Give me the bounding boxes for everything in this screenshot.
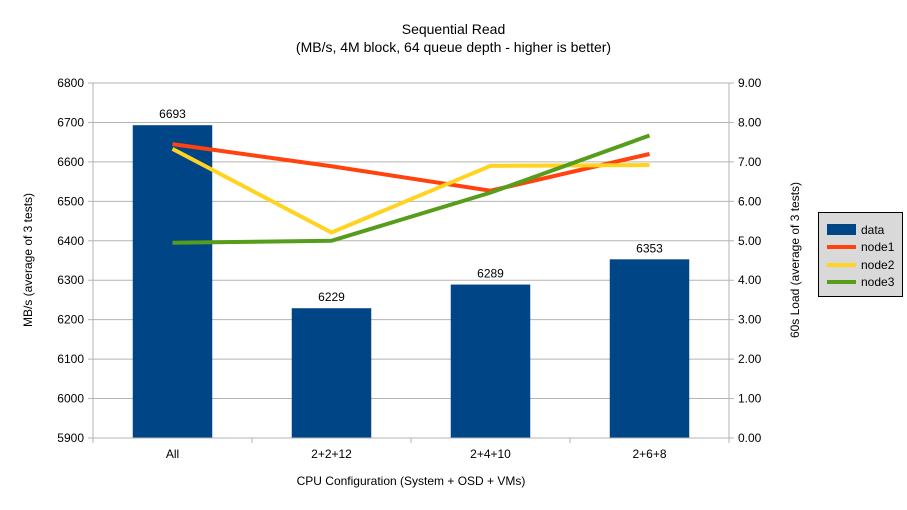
y-left-tick-label: 5900 [57, 431, 84, 445]
y-left-tick-label: 6000 [57, 392, 84, 406]
y-left-tick-label: 6300 [57, 273, 84, 287]
legend-label: data [861, 222, 885, 237]
bar-data [132, 125, 213, 438]
bar-value-label: 6229 [318, 290, 345, 304]
x-tick-label: 2+4+10 [470, 447, 511, 461]
y-left-tick-label: 6800 [57, 76, 84, 90]
y-right-tick-label: 9.00 [738, 76, 762, 90]
legend-item-node3: node3 [827, 274, 902, 292]
legend-item-node1: node1 [827, 239, 902, 257]
legend-label: node1 [861, 240, 895, 255]
y-right-tick-label: 8.00 [738, 115, 762, 129]
y-left-tick-label: 6200 [57, 313, 84, 327]
y-right-tick-label: 1.00 [738, 392, 762, 406]
y-left-tick-label: 6700 [57, 115, 84, 129]
bar-data [609, 259, 690, 438]
legend: data node1 node2 node3 [818, 212, 903, 297]
y-right-tick-label: 7.00 [738, 155, 762, 169]
x-tick-label: 2+6+8 [632, 447, 666, 461]
line-node1 [172, 142, 650, 193]
y-left-tick-label: 6500 [57, 194, 84, 208]
y-left-tick-label: 6600 [57, 155, 84, 169]
legend-swatch-node1 [827, 245, 856, 250]
line-node3 [172, 133, 651, 245]
y-right-tick-label: 5.00 [738, 234, 762, 248]
bar-value-label: 6693 [159, 107, 186, 121]
legend-swatch-node2 [827, 262, 856, 267]
y-right-tick-label: 6.00 [738, 194, 762, 208]
y-right-tick-label: 2.00 [738, 352, 762, 366]
x-axis-title: CPU Configuration (System + OSD + VMs) [296, 474, 526, 488]
chart-title: Sequential Read [401, 21, 506, 37]
bar-value-label: 6289 [477, 267, 504, 281]
left-axis-title: MB/s (average of 3 tests) [21, 192, 35, 328]
y-right-tick-label: 0.00 [738, 431, 762, 445]
legend-swatch-node3 [827, 280, 856, 285]
legend-label: node2 [861, 257, 895, 272]
bar-data [291, 308, 372, 438]
bar-data [450, 284, 531, 438]
legend-swatch-data [827, 224, 856, 236]
chart-subtitle: (MB/s, 4M block, 64 queue depth - higher… [295, 39, 612, 55]
legend-item-data: data [827, 221, 902, 239]
y-right-tick-label: 3.00 [738, 313, 762, 327]
x-tick-label: All [166, 447, 179, 461]
x-tick-label: 2+2+12 [311, 447, 352, 461]
y-left-tick-label: 6400 [57, 234, 84, 248]
legend-label: node3 [861, 275, 895, 290]
right-axis-title: 60s Load (average of 3 tests) [788, 181, 802, 339]
chart-title-block: Sequential Read (MB/s, 4M block, 64 queu… [0, 20, 907, 56]
y-right-tick-label: 4.00 [738, 273, 762, 287]
legend-item-node2: node2 [827, 256, 902, 274]
bar-value-label: 6353 [636, 241, 663, 255]
y-left-tick-label: 6100 [57, 352, 84, 366]
